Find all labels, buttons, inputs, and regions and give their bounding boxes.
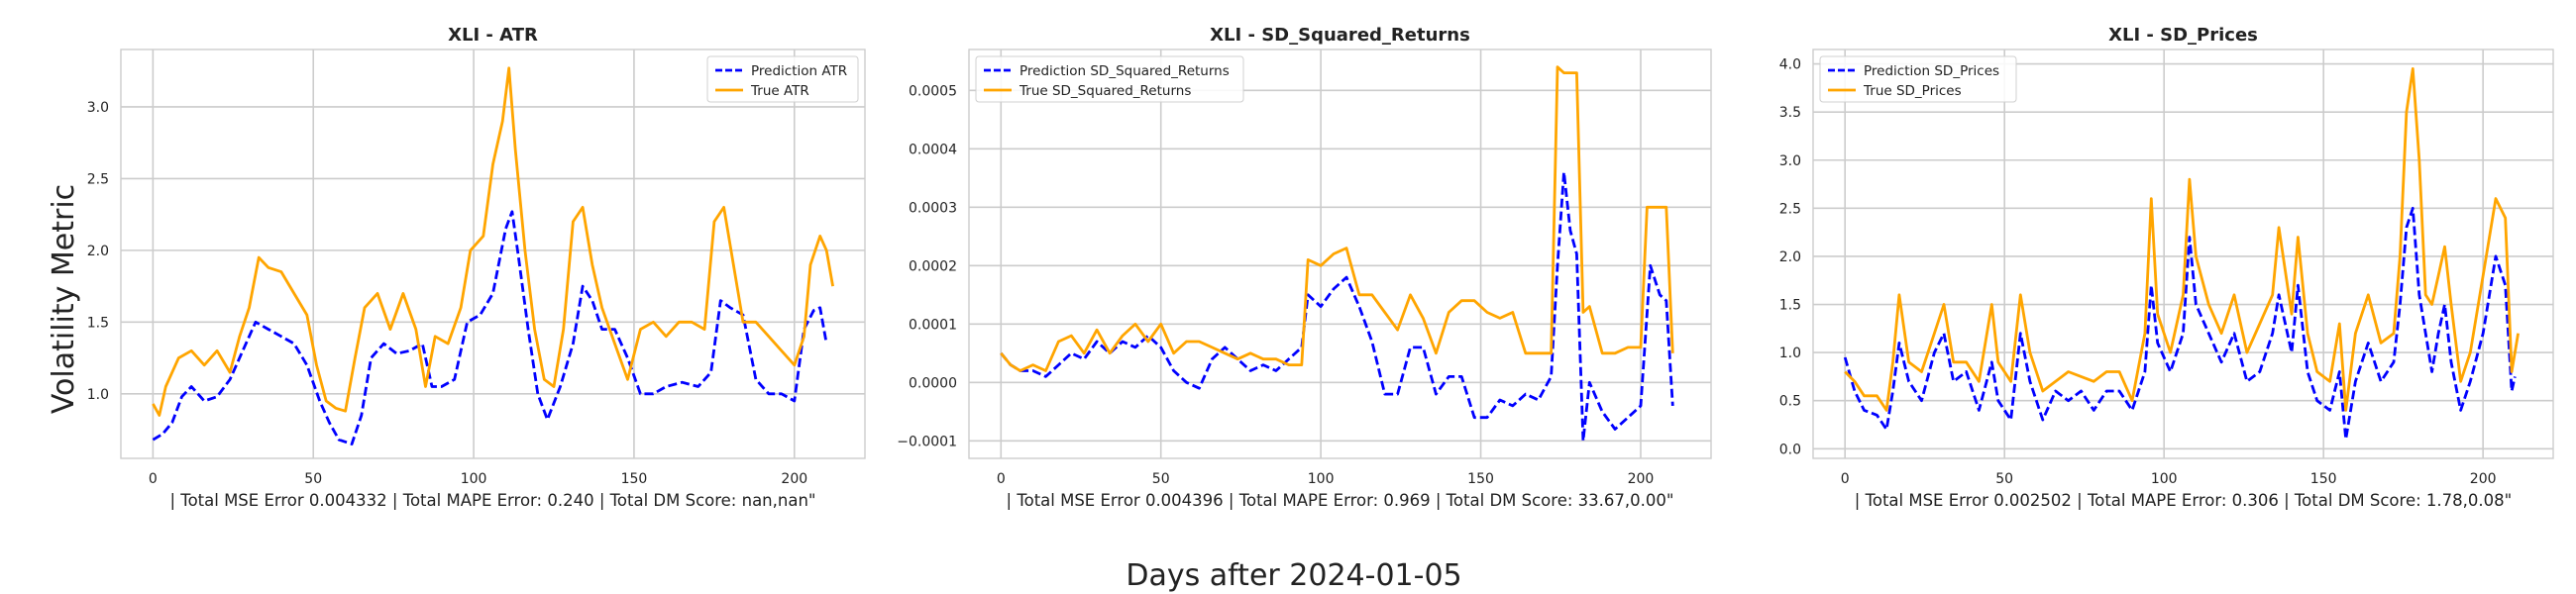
y-tick-label: 2.5 [87, 171, 109, 187]
prediction-series-line [1000, 170, 1674, 443]
y-tick-label: 3.5 [1779, 105, 1801, 121]
x-tick-label: 50 [304, 471, 322, 487]
legend-box [1819, 55, 2017, 103]
prediction-series-line [1843, 206, 2517, 441]
legend-box [706, 55, 859, 103]
y-tick-label: 2.0 [87, 244, 109, 259]
y-tick-label: 0.0003 [909, 200, 957, 216]
y-tick-label: 3.0 [1779, 153, 1801, 169]
y-tick-label: 0.0 [1779, 442, 1801, 457]
y-tick-label: 3.0 [87, 100, 109, 116]
y-tick-label: 1.0 [87, 387, 109, 403]
x-tick-label: 0 [997, 471, 1006, 487]
legend-entry: True ATR [750, 83, 809, 99]
plot-area [120, 49, 866, 459]
y-tick-label: −0.0001 [897, 434, 957, 449]
legend-box [975, 55, 1244, 103]
x-tick-label: 200 [2470, 471, 2497, 487]
x-tick-label: 100 [461, 471, 487, 487]
x-tick-label: 200 [781, 471, 807, 487]
y-tick-label: 1.5 [87, 315, 109, 331]
y-tick-label: 0.0001 [909, 317, 957, 333]
y-tick-label: 1.0 [1779, 346, 1801, 361]
legend-entry: True SD_Squared_Returns [1019, 83, 1191, 99]
legend-entry: True SD_Prices [1863, 83, 1962, 99]
y-tick-label: 0.0004 [909, 142, 957, 157]
true-series-line [1844, 67, 2520, 412]
legend-entry: Prediction ATR [751, 63, 847, 79]
x-axis-label: Days after 2024-01-05 [1126, 558, 1461, 593]
x-tick-label: 200 [1628, 471, 1655, 487]
plot-area [1812, 49, 2554, 459]
y-axis-label: Volatility Metric [47, 184, 81, 414]
true-series-line [152, 66, 834, 417]
panel-title: XLI - ATR [448, 25, 538, 46]
x-tick-label: 50 [1152, 471, 1170, 487]
panel-title: XLI - SD_Squared_Returns [1210, 25, 1470, 46]
x-tick-label: 150 [1467, 471, 1494, 487]
panel-caption: | Total MSE Error 0.002502 | Total MAPE … [1855, 491, 2512, 510]
x-tick-label: 150 [2310, 471, 2337, 487]
plot-area [968, 49, 1712, 459]
true-series-line [1000, 65, 1674, 372]
legend-entry: Prediction SD_Squared_Returns [1020, 63, 1230, 79]
panel-title: XLI - SD_Prices [2108, 25, 2258, 46]
y-tick-label: 4.0 [1779, 57, 1801, 73]
y-tick-label: 0.0000 [909, 375, 957, 391]
panel-caption: | Total MSE Error 0.004396 | Total MAPE … [1007, 491, 1674, 510]
y-tick-label: 0.0005 [909, 83, 957, 99]
legend-entry: Prediction SD_Prices [1864, 63, 1999, 79]
x-tick-label: 100 [1308, 471, 1335, 487]
prediction-series-line [152, 210, 828, 446]
y-tick-label: 2.5 [1779, 201, 1801, 217]
y-tick-label: 0.0002 [909, 258, 957, 274]
y-tick-label: 0.5 [1779, 394, 1801, 410]
x-tick-label: 0 [1841, 471, 1850, 487]
panel-caption: | Total MSE Error 0.004332 | Total MAPE … [169, 491, 815, 510]
x-tick-label: 150 [621, 471, 648, 487]
x-tick-label: 100 [2151, 471, 2178, 487]
y-tick-label: 1.5 [1779, 298, 1801, 314]
x-tick-label: 0 [149, 471, 158, 487]
y-tick-label: 2.0 [1779, 249, 1801, 265]
x-tick-label: 50 [1995, 471, 2013, 487]
